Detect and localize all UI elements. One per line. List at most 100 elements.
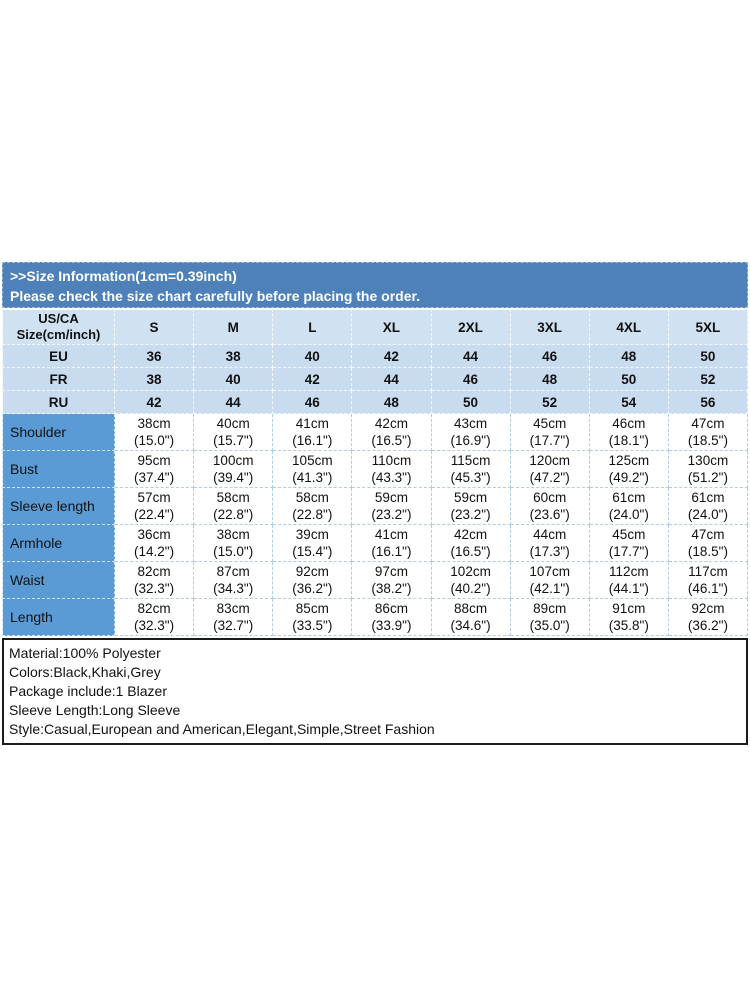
value-inch: (37.4")	[134, 470, 175, 485]
value-inch: (23.2")	[371, 507, 412, 522]
size-chart-table: US/CA Size(cm/inch) S M L XL 2XL 3XL 4XL 5XL EU…	[2, 309, 749, 636]
value-cm: 61cm	[691, 490, 725, 505]
measurement-value-cell: 130cm (51.2")	[667, 450, 749, 488]
value-cm: 105cm	[292, 453, 333, 468]
measurement-value-cell: 45cm (17.7")	[588, 524, 669, 562]
size-header-row: US/CA Size(cm/inch) S M L XL 2XL 3XL 4XL 5XL	[2, 309, 749, 345]
value-cm: 83cm	[216, 601, 250, 616]
region-label: FR	[2, 367, 115, 391]
measurement-value-cell: 86cm (33.9")	[351, 598, 432, 636]
measurement-row: Waist 82cm (32.3") 87cm (34.3") 92cm (36.2") 97…	[2, 561, 749, 599]
measurement-value-cell: 82cm (32.3")	[113, 561, 195, 599]
banner-note: Please check the size chart carefully be…	[10, 288, 421, 304]
value-inch: (16.1")	[371, 544, 412, 559]
value-inch: (35.8")	[608, 618, 649, 633]
value-cm: 47cm	[691, 416, 725, 431]
value-cm: 85cm	[295, 601, 329, 616]
value-cm: 60cm	[533, 490, 567, 505]
value-cm: 112cm	[609, 564, 649, 579]
region-size-cell: 44	[351, 367, 432, 391]
region-size-cell: 42	[351, 344, 432, 368]
measurement-value-cell: 58cm (22.8")	[193, 487, 274, 525]
value-inch: (42.1")	[529, 581, 570, 596]
value-inch: (15.7")	[213, 433, 254, 448]
value-cm: 92cm	[691, 601, 725, 616]
value-cm: 42cm	[454, 527, 488, 542]
measurement-value-cell: 117cm (46.1")	[667, 561, 749, 599]
measurement-value-cell: 47cm (18.5")	[667, 413, 749, 451]
value-inch: (46.1")	[687, 581, 728, 596]
value-inch: (22.4")	[134, 507, 175, 522]
region-size-cell: 52	[667, 367, 749, 391]
region-size-cell: 56	[667, 390, 749, 414]
detail-line: Package include:1 Blazer	[9, 683, 167, 699]
region-size-cell: 46	[430, 367, 511, 391]
value-cm: 130cm	[687, 453, 729, 468]
measurement-value-cell: 92cm (36.2")	[272, 561, 353, 599]
measurement-row: Bust 95cm (37.4") 100cm (39.4") 105cm (41.3") 1…	[2, 450, 749, 488]
measurement-label: Length	[2, 598, 115, 636]
value-cm: 92cm	[295, 564, 329, 579]
measurement-value-cell: 92cm (36.2")	[667, 598, 749, 636]
value-inch: (23.6")	[529, 507, 570, 522]
value-inch: (17.7")	[608, 544, 649, 559]
value-cm: 58cm	[216, 490, 250, 505]
measurement-value-cell: 59cm (23.2")	[430, 487, 511, 525]
value-inch: (22.8")	[213, 507, 254, 522]
measurement-value-cell: 42cm (16.5")	[351, 413, 432, 451]
region-size-cell: 52	[509, 390, 590, 414]
value-inch: (23.2")	[450, 507, 491, 522]
region-size-cell: 48	[588, 344, 669, 368]
value-cm: 110cm	[371, 453, 412, 468]
value-inch: (32.3")	[134, 618, 175, 633]
measurement-value-cell: 102cm (40.2")	[430, 561, 511, 599]
region-size-cell: 44	[193, 390, 274, 414]
value-inch: (39.4")	[213, 470, 254, 485]
value-cm: 102cm	[450, 564, 491, 579]
measurement-value-cell: 43cm (16.9")	[430, 413, 511, 451]
measurement-value-cell: 125cm (49.2")	[588, 450, 669, 488]
region-size-cell: 46	[509, 344, 590, 368]
measurement-value-cell: 60cm (23.6")	[509, 487, 590, 525]
value-inch: (15.0")	[213, 544, 254, 559]
measurement-value-cell: 36cm (14.2")	[113, 524, 195, 562]
measurement-value-cell: 95cm (37.4")	[113, 450, 195, 488]
measurement-value-cell: 91cm (35.8")	[588, 598, 669, 636]
value-inch: (49.2")	[608, 470, 649, 485]
measurement-label: Shoulder	[2, 413, 115, 451]
value-inch: (15.0")	[134, 433, 175, 448]
value-cm: 36cm	[137, 527, 171, 542]
value-cm: 38cm	[137, 416, 171, 431]
size-column-header: XL	[351, 309, 432, 345]
detail-line: Sleeve Length:Long Sleeve	[9, 702, 181, 718]
measurement-value-cell: 105cm (41.3")	[272, 450, 353, 488]
measurement-value-cell: 47cm (18.5")	[667, 524, 749, 562]
product-details-box: Material:100% Polyester Colors:Black,Khak…	[2, 638, 748, 745]
value-cm: 97cm	[374, 564, 408, 579]
region-size-cell: 38	[113, 367, 195, 391]
value-cm: 41cm	[295, 416, 329, 431]
corner-header-line2: Size(cm/inch)	[16, 327, 101, 342]
value-inch: (40.2")	[450, 581, 491, 596]
value-inch: (44.1")	[608, 581, 649, 596]
size-info-banner: >>Size Information(1cm=0.39inch) Please …	[2, 262, 748, 308]
measurement-value-cell: 83cm (32.7")	[193, 598, 274, 636]
size-column-header: L	[272, 309, 353, 345]
value-cm: 86cm	[374, 601, 408, 616]
value-cm: 89cm	[533, 601, 567, 616]
value-cm: 59cm	[454, 490, 488, 505]
value-inch: (34.3")	[213, 581, 254, 596]
value-cm: 82cm	[137, 564, 171, 579]
measurement-value-cell: 46cm (18.1")	[588, 413, 669, 451]
measurement-value-cell: 42cm (16.5")	[430, 524, 511, 562]
value-cm: 40cm	[216, 416, 250, 431]
value-inch: (24.0")	[608, 507, 649, 522]
region-size-cell: 44	[430, 344, 511, 368]
measurement-value-cell: 38cm (15.0")	[113, 413, 195, 451]
measurement-value-cell: 89cm (35.0")	[509, 598, 590, 636]
measurement-row: Armhole 36cm (14.2") 38cm (15.0") 39cm (15.4")…	[2, 524, 749, 562]
region-size-cell: 48	[351, 390, 432, 414]
size-column-header: M	[193, 309, 274, 345]
value-inch: (24.0")	[687, 507, 728, 522]
